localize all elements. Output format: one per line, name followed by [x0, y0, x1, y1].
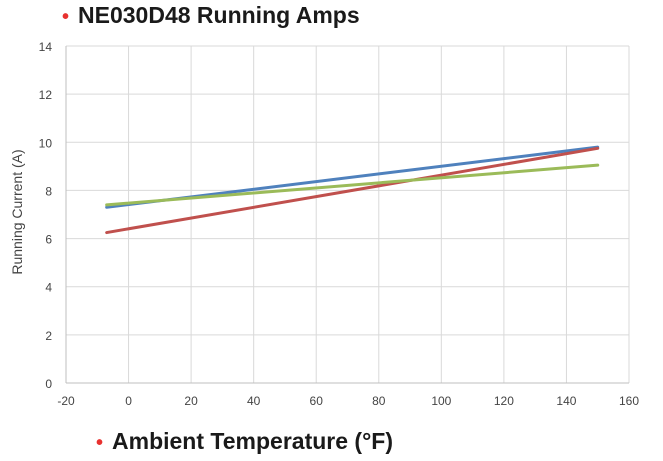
x-tick-label: 80 — [372, 394, 386, 408]
y-tick-label: 2 — [45, 329, 52, 343]
x-tick-label: -20 — [57, 394, 75, 408]
x-tick-label: 100 — [431, 394, 451, 408]
series-line-2 — [105, 146, 600, 235]
series-line-3 — [105, 163, 600, 207]
x-tick-label: 140 — [556, 394, 576, 408]
grid-lines — [66, 45, 630, 383]
y-tick-label: 0 — [45, 377, 52, 391]
y-tick-label: 10 — [39, 136, 53, 150]
y-tick-label: 14 — [39, 40, 53, 54]
y-tick-label: 4 — [45, 281, 52, 295]
x-tick-label: 120 — [494, 394, 514, 408]
x-tick-label: 160 — [619, 394, 639, 408]
x-tick-label: 60 — [310, 394, 324, 408]
y-axis-label: Running Current (A) — [9, 149, 25, 274]
bullet-icon: • — [62, 6, 70, 28]
x-tick-label: 0 — [125, 394, 132, 408]
y-tick-label: 8 — [45, 184, 52, 198]
x-axis-label: • Ambient Temperature (°F) — [96, 428, 393, 455]
bullet-icon: • — [96, 432, 104, 454]
chart-title-text: NE030D48 Running Amps — [78, 2, 360, 28]
y-tick-label: 12 — [39, 88, 53, 102]
series-lines — [105, 145, 600, 235]
axes — [65, 46, 629, 384]
tick-labels: -20 0 20 40 60 80 100 120 140 160 0 2 4 6 8 10 12 14 — [39, 40, 640, 408]
y-tick-label: 6 — [45, 233, 52, 247]
x-axis-label-text: Ambient Temperature (°F) — [112, 428, 393, 454]
chart-title: • NE030D48 Running Amps — [62, 2, 360, 29]
x-tick-label: 40 — [247, 394, 261, 408]
x-tick-label: 20 — [184, 394, 198, 408]
